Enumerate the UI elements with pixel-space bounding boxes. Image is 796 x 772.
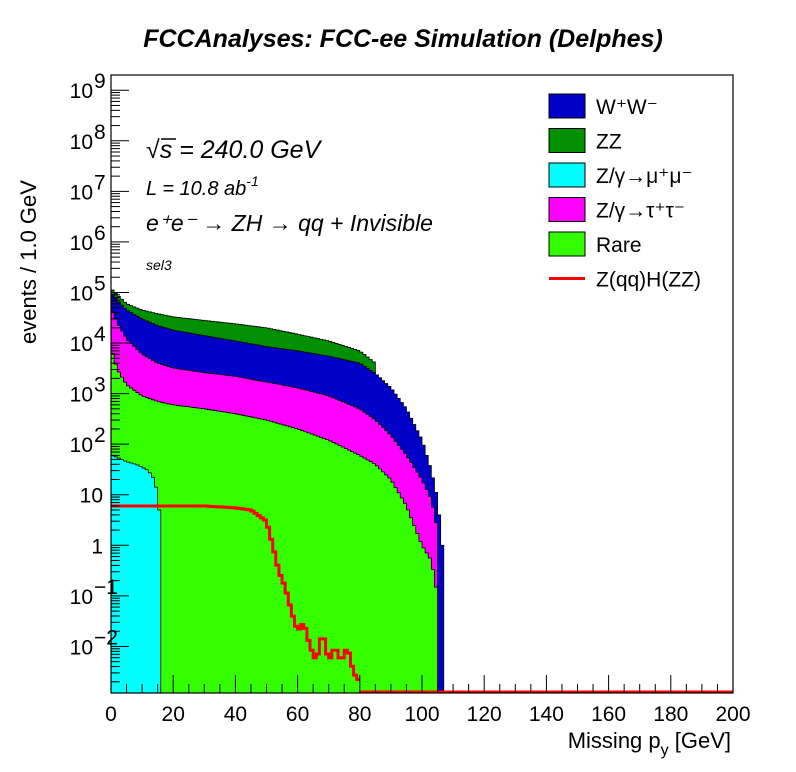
legend-label: Z(qq)H(ZZ) — [596, 269, 701, 292]
y-tick-exponent: 7 — [94, 171, 106, 194]
y-tick-exponent: 6 — [94, 222, 106, 245]
legend-label: Rare — [596, 234, 642, 257]
legend-label: Z/γ→τ⁺τ⁻ — [596, 200, 685, 223]
y-tick-label: 10 — [70, 282, 93, 305]
y-tick-exponent: 2 — [94, 424, 106, 447]
y-tick-label: 10 — [70, 181, 93, 204]
annotations: √s = 240.0 GeV L = 10.8 ab-1 e⁺e⁻ → ZH →… — [146, 136, 433, 273]
y-tick-exponent: 9 — [94, 70, 106, 93]
x-tick-label: 40 — [224, 703, 247, 726]
x-tick-label: 180 — [653, 703, 688, 726]
stacked-fills — [111, 289, 445, 693]
y-tick-label: 10 — [70, 384, 93, 407]
series-fill-rare — [111, 352, 438, 693]
process-annotation: e⁺e⁻ → ZH → qq + Invisible — [146, 210, 433, 236]
legend-label: ZZ — [596, 131, 622, 154]
y-tick-label: 1 — [91, 535, 103, 558]
x-tick-label: 80 — [348, 703, 371, 726]
y-tick-label: 10 — [70, 131, 93, 154]
luminosity-annotation: L = 10.8 ab-1 — [146, 173, 259, 200]
legend-item-signal: Z(qq)H(ZZ) — [549, 269, 701, 292]
x-tick-label: 160 — [591, 703, 626, 726]
y-tick-label: 10 — [80, 485, 103, 508]
x-tick-label: 200 — [715, 703, 750, 726]
legend-item-zz: ZZ — [548, 128, 622, 154]
y-tick-label: 10 — [70, 232, 93, 255]
chart-title: FCCAnalyses: FCC-ee Simulation (Delphes) — [143, 25, 663, 53]
x-tick-label: 20 — [162, 703, 185, 726]
legend-swatch — [548, 162, 586, 188]
y-tick-exponent: 5 — [94, 272, 106, 295]
legend: W⁺W⁻ ZZ Z/γ→μ⁺μ⁻ Z/γ→τ⁺τ⁻ Rare Z(qq)H(ZZ) — [548, 93, 701, 292]
sqrt-s-annotation: √s = 240.0 GeV — [146, 136, 323, 164]
y-tick-exponent: −2 — [94, 626, 118, 649]
legend-item-ztautau: Z/γ→τ⁺τ⁻ — [548, 197, 685, 223]
x-tick-label: 100 — [404, 703, 439, 726]
y-tick-exponent: −1 — [94, 576, 118, 599]
x-tick-label: 0 — [105, 703, 117, 726]
x-tick-label: 120 — [467, 703, 502, 726]
legend-swatch — [548, 93, 586, 119]
selection-annotation: sel3 — [146, 257, 172, 273]
y-tick-label: 10 — [70, 80, 93, 103]
y-tick-label: 10 — [70, 333, 93, 356]
series-fill-zmumu — [111, 455, 162, 693]
legend-label: Z/γ→μ⁺μ⁻ — [596, 165, 693, 188]
x-tick-label: 140 — [529, 703, 564, 726]
legend-item-zmumu: Z/γ→μ⁺μ⁻ — [548, 162, 693, 188]
y-tick-exponent: 8 — [94, 121, 106, 144]
y-tick-label: 10 — [70, 434, 93, 457]
y-tick-exponent: 4 — [94, 323, 106, 346]
legend-item-rare: Rare — [548, 231, 642, 257]
x-tick-label: 60 — [286, 703, 309, 726]
y-tick-label: 10 — [70, 586, 93, 609]
legend-swatch — [548, 128, 586, 153]
legend-label: W⁺W⁻ — [596, 96, 658, 119]
x-axis: 0 20 40 60 80 100 120 140 160 180 200 — [105, 675, 751, 726]
legend-item-ww: W⁺W⁻ — [548, 93, 658, 119]
legend-swatch — [548, 197, 586, 222]
legend-swatch — [548, 231, 586, 257]
y-tick-exponent: 3 — [94, 374, 106, 397]
x-axis-label: Missing py [GeV] — [568, 728, 731, 759]
y-axis-label: events / 1.0 GeV — [16, 180, 41, 344]
series-line-signal — [111, 504, 360, 682]
y-tick-label: 10 — [70, 636, 93, 659]
